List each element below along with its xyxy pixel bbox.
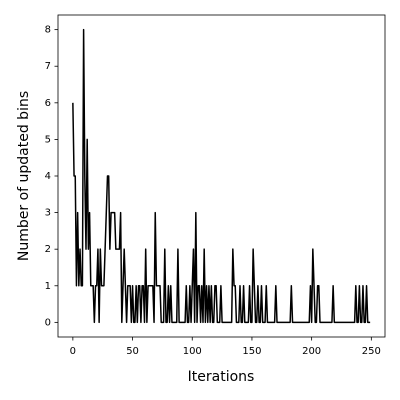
- x-tick-label: 50: [126, 346, 139, 357]
- y-tick-label: 4: [45, 171, 51, 182]
- y-tick-label: 2: [45, 244, 51, 255]
- x-tick-label: 150: [242, 346, 261, 357]
- x-tick-label: 0: [70, 346, 76, 357]
- y-tick-label: 1: [45, 281, 51, 292]
- data-line: [72, 28, 371, 324]
- y-tick-label: 8: [45, 25, 51, 36]
- y-axis-label: Number of updated bins: [16, 91, 32, 261]
- y-tick-label: 5: [45, 134, 51, 145]
- x-tick-label: 250: [362, 346, 381, 357]
- x-axis-label: Iterations: [188, 369, 255, 385]
- y-tick-label: 0: [45, 317, 51, 328]
- x-tick-label: 100: [183, 346, 202, 357]
- y-tick-label: 7: [45, 61, 51, 72]
- y-tick-label: 6: [45, 98, 51, 109]
- axes-frame: [57, 14, 386, 338]
- y-tick-label: 3: [45, 208, 51, 219]
- x-tick-label: 200: [302, 346, 321, 357]
